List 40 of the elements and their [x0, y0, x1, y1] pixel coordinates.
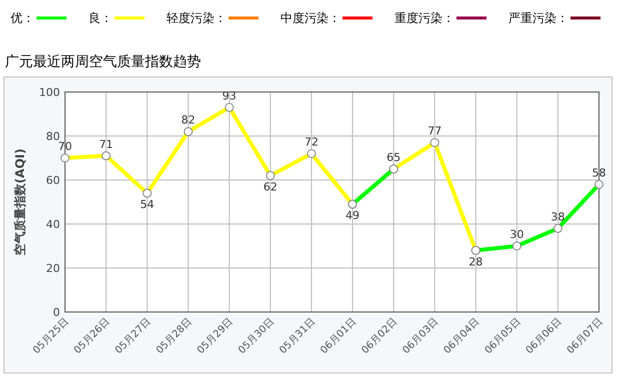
legend-label: 轻度污染： [166, 11, 226, 25]
data-label: 72 [304, 136, 318, 149]
legend-label: 重度污染： [394, 11, 454, 25]
x-tick-label: 06月05日 [483, 316, 523, 356]
y-tick-label: 80 [46, 130, 60, 143]
data-label: 93 [222, 89, 236, 102]
data-label: 77 [428, 124, 442, 138]
x-tick-label: 05月28日 [154, 316, 194, 356]
y-tick-label: 40 [46, 218, 60, 231]
x-tick-label: 06月04日 [442, 316, 482, 356]
x-tick-label: 06月07日 [565, 316, 606, 356]
x-tick-label: 06月02日 [360, 316, 400, 356]
x-tick-label: 05月27日 [113, 316, 154, 356]
data-label: 62 [263, 180, 278, 194]
data-label: 65 [386, 151, 401, 164]
legend-label: 中度污染： [280, 11, 340, 25]
x-tick-label: 05月25日 [31, 316, 72, 356]
data-label: 30 [510, 228, 524, 241]
legend-label: 良： [88, 11, 112, 25]
data-label: 54 [140, 198, 154, 212]
data-label: 82 [181, 114, 196, 127]
data-label: 49 [346, 209, 360, 222]
legend-label: 优： [10, 11, 34, 25]
data-label: 71 [99, 138, 114, 151]
y-tick-label: 20 [46, 262, 60, 275]
y-axis-title: 空气质量指数(AQI) [13, 148, 27, 256]
y-tick-label: 100 [39, 86, 60, 99]
legend-label: 严重污染： [508, 11, 568, 25]
x-tick-label: 05月29日 [196, 316, 236, 356]
x-tick-label: 05月26日 [72, 316, 112, 356]
x-tick-label: 06月01日 [318, 316, 359, 356]
chart-title: 广元最近两周空气质量指数趋势 [5, 54, 201, 70]
x-tick-label: 06月03日 [400, 316, 441, 356]
y-tick-label: 60 [46, 174, 60, 187]
data-label: 38 [550, 210, 565, 224]
y-tick-label: 0 [53, 306, 60, 319]
x-tick-label: 06月06日 [524, 316, 564, 356]
data-label: 28 [468, 255, 483, 268]
x-tick-label: 05月30日 [236, 316, 277, 356]
x-tick-label: 05月31日 [278, 316, 318, 356]
